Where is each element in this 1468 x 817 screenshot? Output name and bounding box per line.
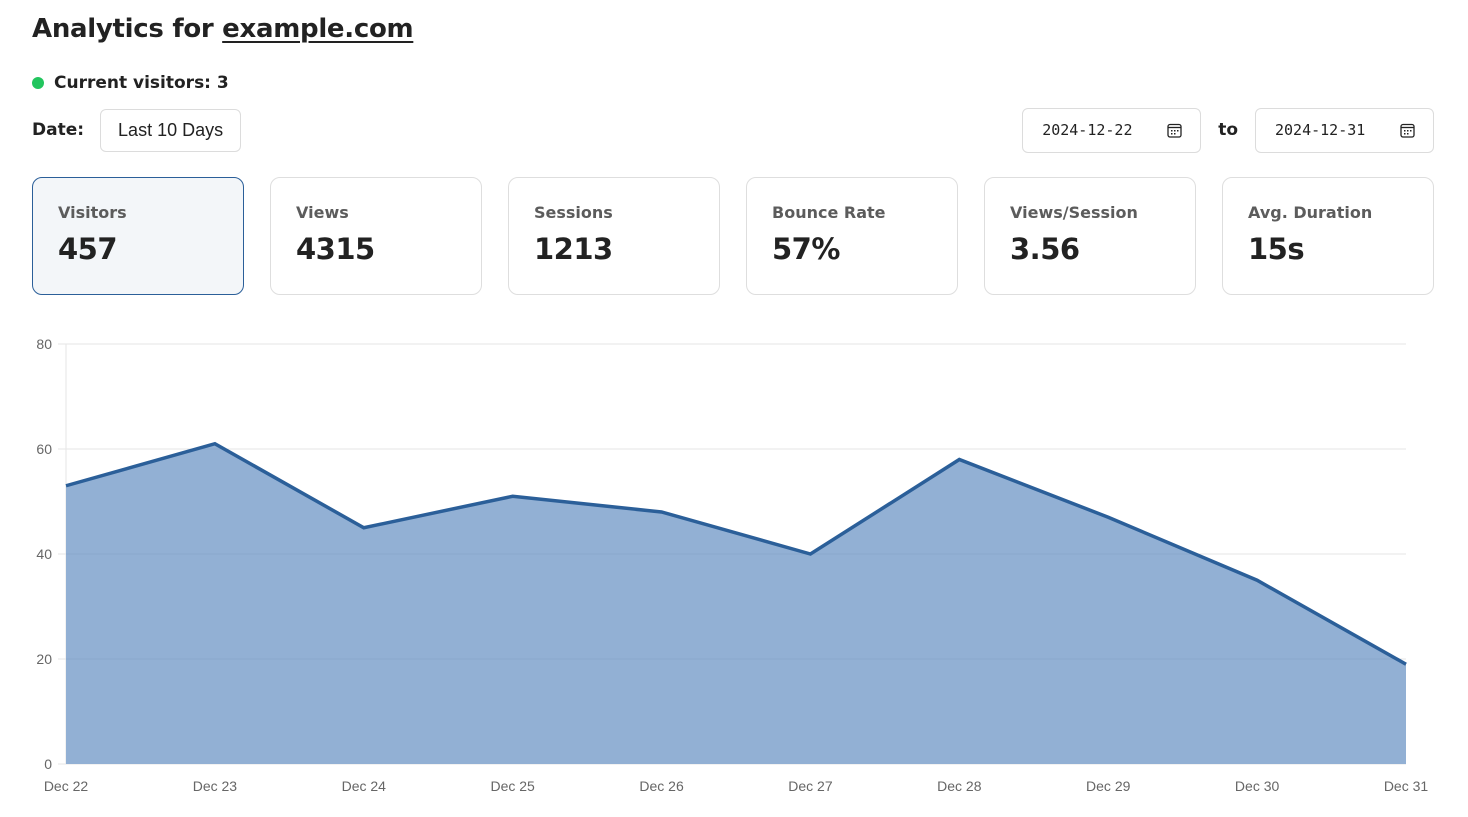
calendar-icon[interactable] <box>1400 123 1415 138</box>
y-tick-label: 80 <box>36 336 52 352</box>
metric-value: 15s <box>1248 232 1305 266</box>
x-tick-label: Dec 24 <box>342 778 387 794</box>
metric-card-views[interactable]: Views 4315 <box>270 177 482 295</box>
metric-value: 4315 <box>296 232 375 266</box>
current-visitors: Current visitors: 3 <box>32 73 229 93</box>
metric-label: Views <box>296 203 349 222</box>
live-status-dot-icon <box>32 77 44 89</box>
y-tick-label: 40 <box>36 546 52 562</box>
metric-cards: Visitors 457 Views 4315 Sessions 1213 Bo… <box>32 177 1434 295</box>
date-range-select[interactable]: Last 10 Days <box>100 108 242 152</box>
date-filter-bar: Date: Last 10 Days 2024-12-22 to 2024-12… <box>32 107 1434 153</box>
metric-label: Bounce Rate <box>772 203 886 222</box>
area-fill <box>66 443 1406 764</box>
metric-card-visitors[interactable]: Visitors 457 <box>32 177 244 295</box>
y-tick-label: 60 <box>36 441 52 457</box>
x-tick-label: Dec 26 <box>639 778 684 794</box>
y-tick-label: 0 <box>44 756 52 772</box>
metric-value: 57% <box>772 232 840 266</box>
site-link[interactable]: example.com <box>222 14 414 44</box>
visitors-line <box>65 441 1407 666</box>
metric-label: Visitors <box>58 203 127 222</box>
metric-value: 457 <box>58 232 118 266</box>
metric-card-views-per-session[interactable]: Views/Session 3.56 <box>984 177 1196 295</box>
x-tick-label: Dec 31 <box>1384 778 1429 794</box>
page-title-prefix: Analytics for <box>32 14 223 44</box>
x-tick-label: Dec 25 <box>490 778 535 794</box>
x-tick-label: Dec 29 <box>1086 778 1131 794</box>
metric-label: Sessions <box>534 203 613 222</box>
metric-card-avg-duration[interactable]: Avg. Duration 15s <box>1222 177 1434 295</box>
chart-svg: 0 20 40 60 80 Dec 22 Dec 23 Dec 24 Dec 25 Dec 26 D… <box>36 336 1429 794</box>
to-label: to <box>1218 120 1238 140</box>
x-tick-label: Dec 30 <box>1235 778 1280 794</box>
metric-label: Avg. Duration <box>1248 203 1373 222</box>
page-title: Analytics for example.com <box>32 14 414 44</box>
visitors-area-chart: 0 20 40 60 80 Dec 22 Dec 23 Dec 24 Dec 25 Dec 26 D… <box>0 320 1468 817</box>
end-date-input[interactable]: 2024-12-31 <box>1255 107 1434 153</box>
x-tick-label: Dec 23 <box>193 778 238 794</box>
current-visitors-label: Current visitors: 3 <box>54 73 229 93</box>
y-tick-label: 20 <box>36 651 52 667</box>
x-tick-label: Dec 28 <box>937 778 982 794</box>
metric-value: 1213 <box>534 232 613 266</box>
date-label: Date: <box>32 120 85 140</box>
x-tick-label: Dec 27 <box>788 778 833 794</box>
metric-card-bounce-rate[interactable]: Bounce Rate 57% <box>746 177 958 295</box>
metric-card-sessions[interactable]: Sessions 1213 <box>508 177 720 295</box>
calendar-icon[interactable] <box>1167 123 1182 138</box>
start-date-input[interactable]: 2024-12-22 <box>1022 107 1202 153</box>
metric-label: Views/Session <box>1010 203 1138 222</box>
start-date-value: 2024-12-22 <box>1042 121 1133 139</box>
metric-value: 3.56 <box>1010 232 1080 266</box>
x-tick-label: Dec 22 <box>44 778 89 794</box>
end-date-value: 2024-12-31 <box>1275 121 1366 139</box>
date-range-value: Last 10 Days <box>118 119 224 140</box>
